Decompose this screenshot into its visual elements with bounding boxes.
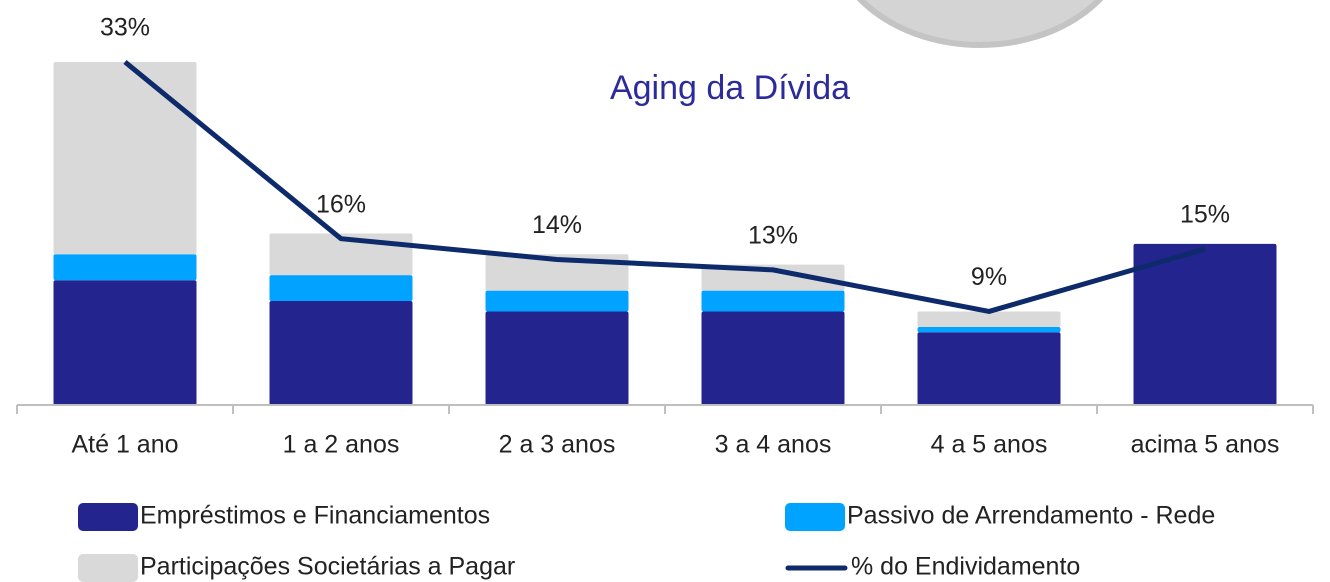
bar-segment [485,290,629,312]
decorative-circle [856,0,1104,48]
x-tick-label: 4 a 5 anos [931,431,1048,459]
legend-swatch [78,503,138,531]
bar-segment [917,311,1061,328]
chart-title: Aging da Dívida [610,69,850,107]
bar-segment [701,311,845,405]
x-tick-label: 2 a 3 anos [499,431,616,459]
legend-swatch [78,554,138,582]
data-label: 9% [971,263,1007,291]
bar-segment [269,301,413,405]
bar-segment [53,254,197,281]
legend-swatch [785,503,845,531]
x-tick-label: 3 a 4 anos [715,431,832,459]
bar-segment [917,332,1061,405]
data-label: 15% [1180,201,1230,229]
legend-label: % do Endividamento [851,553,1080,581]
bar-segment [701,264,845,291]
bar-segment [269,275,413,302]
legend-label: Participações Societárias a Pagar [140,553,515,581]
bar-segment [701,290,845,312]
bar-segment [485,311,629,405]
data-label: 16% [316,190,366,218]
x-tick-label: Até 1 ano [71,431,178,459]
data-label: 14% [532,211,582,239]
bar-segment [53,280,197,405]
data-label: 33% [100,14,150,42]
legend-label: Passivo de Arrendamento - Rede [847,502,1215,530]
bar-segment [917,327,1061,333]
data-label: 13% [748,221,798,249]
legend-label: Empréstimos e Financiamentos [140,502,490,530]
line-series [123,60,1206,314]
x-tick-label: 1 a 2 anos [283,431,400,459]
bar-segment [1133,243,1277,405]
bar-segment [53,61,197,255]
x-tick-label: acima 5 anos [1131,431,1280,459]
